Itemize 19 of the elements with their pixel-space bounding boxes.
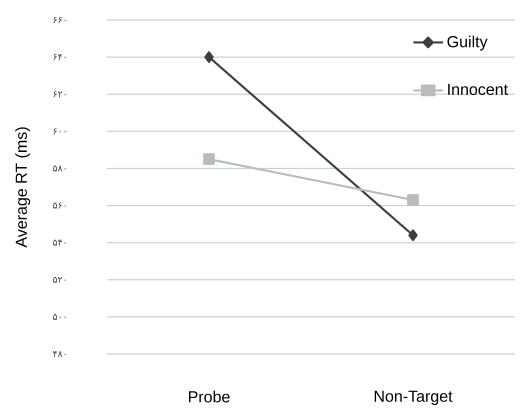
y-axis-title: Average RT (ms): [15, 127, 30, 248]
y-tick-label: ۶۲۰: [54, 91, 66, 98]
y-tick-label: ۵۴۰: [53, 240, 66, 246]
y-tick-label: ۶۰۰: [54, 128, 66, 134]
x-tick-label: Non-Target: [374, 390, 452, 406]
y-tick-label: ۴۸۰: [52, 351, 66, 357]
y-tick-label: ۶۴۰: [54, 54, 66, 60]
legend-label: Guilty: [447, 36, 488, 51]
point: [407, 194, 419, 206]
y-tick-label: ۶۶۰: [54, 17, 66, 23]
x-tick-label: Probe: [188, 390, 230, 402]
y-tick-label: ۵۸۰: [53, 165, 66, 172]
y-tick-label: ۵۰۰: [53, 314, 66, 320]
point: [408, 229, 418, 242]
point: [203, 153, 215, 166]
y-tick-label: ۵۲۰: [53, 276, 66, 283]
legend-label: Innocent: [448, 84, 508, 96]
y-tick-label: ۵۶۰: [53, 202, 66, 209]
point: [204, 51, 214, 63]
